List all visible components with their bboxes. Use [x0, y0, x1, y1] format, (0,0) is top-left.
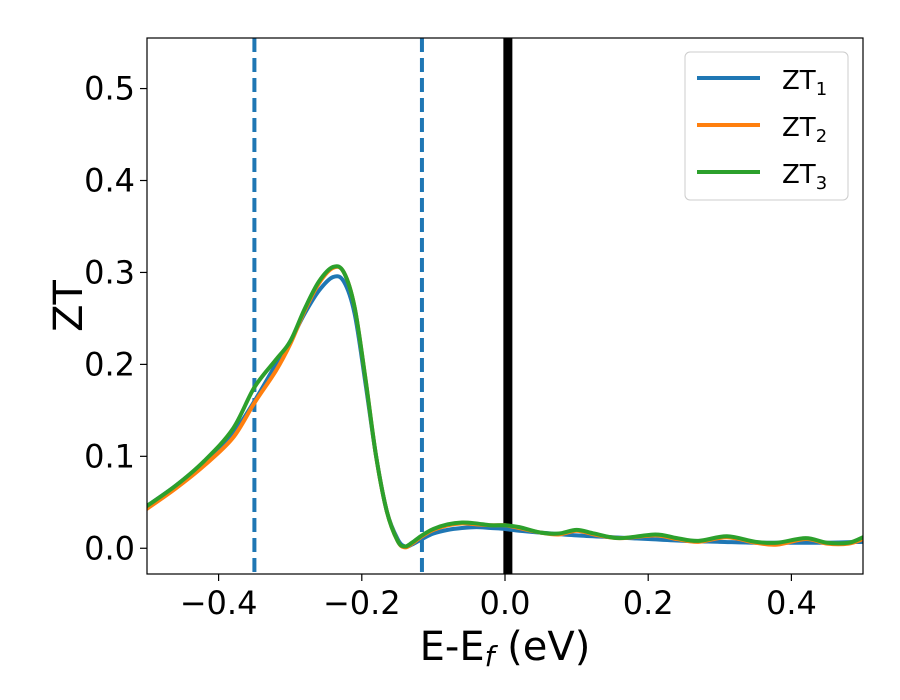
- x-tick-label: 0.2: [623, 584, 674, 622]
- legend-label-zt3-sub: 3: [816, 173, 827, 194]
- legend-label-zt2-main: ZT: [782, 113, 816, 143]
- x-axis-label-main: E-E: [420, 624, 485, 670]
- legend-box: [684, 51, 849, 201]
- legend-entry-zt2: ZT2: [697, 113, 827, 147]
- legend-label-zt3: ZT3: [782, 160, 827, 194]
- x-tick-label: −0.4: [180, 584, 258, 622]
- x-axis-label-unit: (eV): [494, 624, 590, 670]
- legend-label-zt1-main: ZT: [782, 66, 816, 96]
- legend-label-zt3-main: ZT: [782, 160, 816, 190]
- legend-label-zt2: ZT2: [782, 113, 827, 147]
- y-tick-label: 0.1: [84, 437, 135, 475]
- legend-label-zt2-sub: 2: [816, 126, 827, 147]
- legend-label-zt1-sub: 1: [816, 79, 827, 100]
- x-tick-label: 0.0: [480, 584, 531, 622]
- y-tick-label: 0.4: [84, 162, 135, 200]
- axis-ticks: −0.4 −0.2 0.0 0.2 0.4 0.0 0.1 0.2 0.3 0.4 0.5: [84, 70, 817, 622]
- y-tick-label: 0.0: [84, 529, 135, 567]
- x-axis-label: E-Ef (eV): [420, 624, 591, 673]
- plot-area: [147, 38, 863, 574]
- legend: ZT1 ZT2 ZT3: [684, 51, 849, 201]
- legend-entry-zt3: ZT3: [697, 160, 827, 194]
- series-line-zt3: [147, 264, 863, 549]
- x-tick-label: 0.4: [766, 584, 817, 622]
- y-tick-label: 0.2: [84, 345, 135, 383]
- y-tick-label: 0.3: [84, 253, 135, 291]
- legend-label-zt1: ZT1: [782, 66, 827, 100]
- x-tick-label: −0.2: [323, 584, 401, 622]
- legend-entry-zt1: ZT1: [697, 66, 827, 100]
- y-axis-label: ZT: [46, 280, 92, 332]
- y-tick-label: 0.5: [84, 70, 135, 108]
